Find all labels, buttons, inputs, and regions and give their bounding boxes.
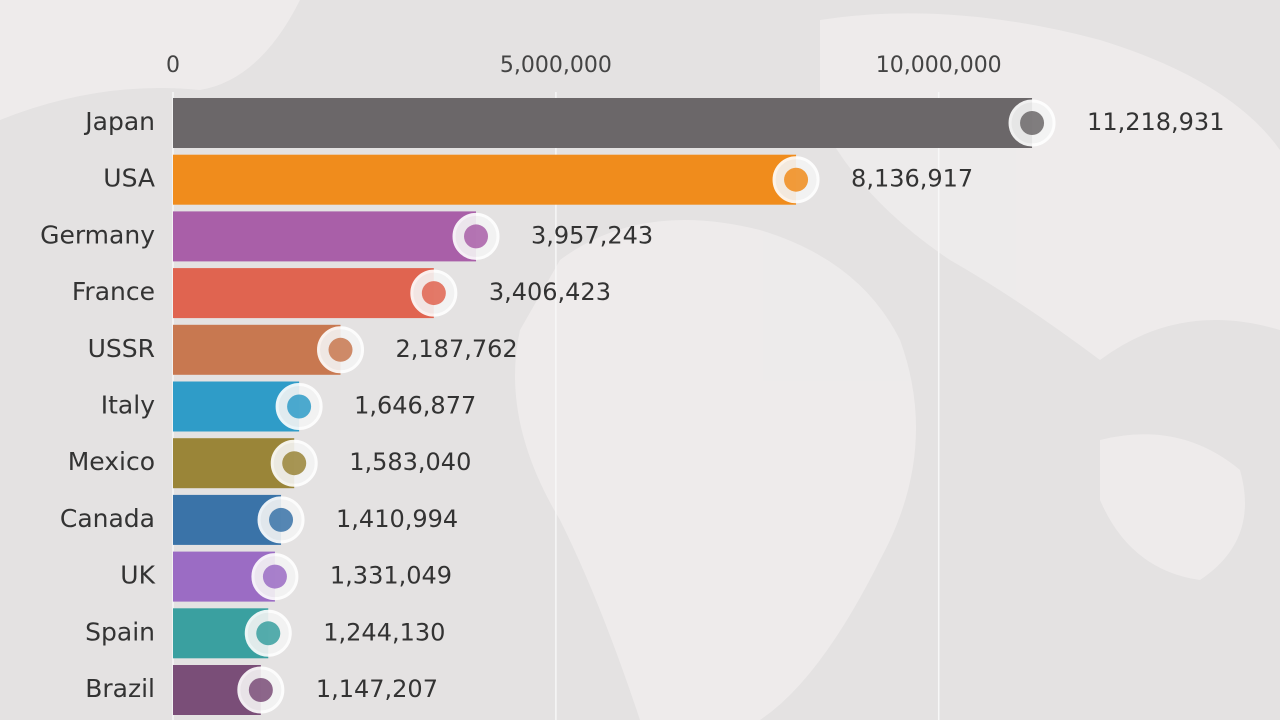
x-tick-label: 0 xyxy=(166,53,180,78)
value-label: 1,244,130 xyxy=(323,618,445,646)
category-label: USA xyxy=(103,164,155,193)
bar xyxy=(173,268,434,319)
value-label: 1,331,049 xyxy=(330,562,452,590)
value-label: 8,136,917 xyxy=(851,165,973,193)
value-label: 1,583,040 xyxy=(349,448,471,476)
category-label: Italy xyxy=(101,391,155,420)
category-label: France xyxy=(72,277,155,306)
flag-center xyxy=(282,451,307,476)
flag-center xyxy=(287,394,312,419)
category-label: Spain xyxy=(85,617,155,646)
value-label: 3,406,423 xyxy=(489,278,611,306)
category-label: Mexico xyxy=(68,447,155,476)
flag-center xyxy=(262,564,287,589)
flag-center xyxy=(421,281,446,306)
category-label: Brazil xyxy=(85,674,155,703)
flag-center xyxy=(269,507,294,532)
flag-center xyxy=(464,224,489,249)
value-label: 1,147,207 xyxy=(316,675,438,703)
value-label: 11,218,931 xyxy=(1087,108,1224,136)
category-label: Canada xyxy=(60,504,155,533)
x-tick-label: 10,000,000 xyxy=(876,53,1002,78)
bar xyxy=(173,211,477,262)
value-label: 1,410,994 xyxy=(336,505,458,533)
flag-center xyxy=(248,678,273,702)
flag-center xyxy=(328,337,353,362)
bar xyxy=(173,324,341,375)
flag-center xyxy=(1020,111,1045,135)
bar xyxy=(173,98,1033,148)
category-label: Germany xyxy=(40,220,155,249)
value-label: 1,646,877 xyxy=(354,392,476,420)
category-label: UK xyxy=(120,561,155,590)
value-label: 3,957,243 xyxy=(531,221,653,249)
bar xyxy=(173,154,797,205)
category-label: Japan xyxy=(83,107,155,136)
flag-center xyxy=(256,621,281,646)
flag-center xyxy=(784,167,809,192)
x-tick-label: 5,000,000 xyxy=(500,53,612,78)
value-label: 2,187,762 xyxy=(396,335,518,363)
category-label: USSR xyxy=(88,334,155,363)
